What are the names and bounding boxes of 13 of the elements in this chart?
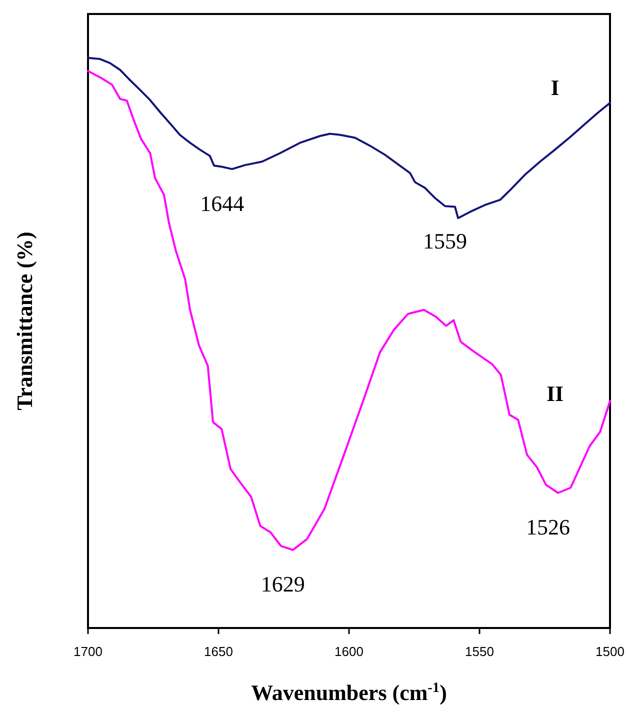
x-tick-label: 1650 <box>204 644 233 659</box>
series-label: II <box>546 381 564 406</box>
annotation: 1559 <box>422 228 467 254</box>
x-axis-title: Wavenumbers (cm$^{-1}$) <box>251 680 447 705</box>
series-label: I <box>550 74 560 100</box>
x-tick-label: 1700 <box>74 644 102 659</box>
annotation: 1526 <box>526 514 570 540</box>
x-tick-label: 1550 <box>465 644 494 659</box>
x-tick-label: 1600 <box>334 644 364 659</box>
y-axis-title: Transmittance (%) <box>12 232 37 410</box>
annotation: 1629 <box>260 572 305 597</box>
x-tick-label: 1500 <box>596 644 624 659</box>
annotation: 1644 <box>200 190 244 216</box>
